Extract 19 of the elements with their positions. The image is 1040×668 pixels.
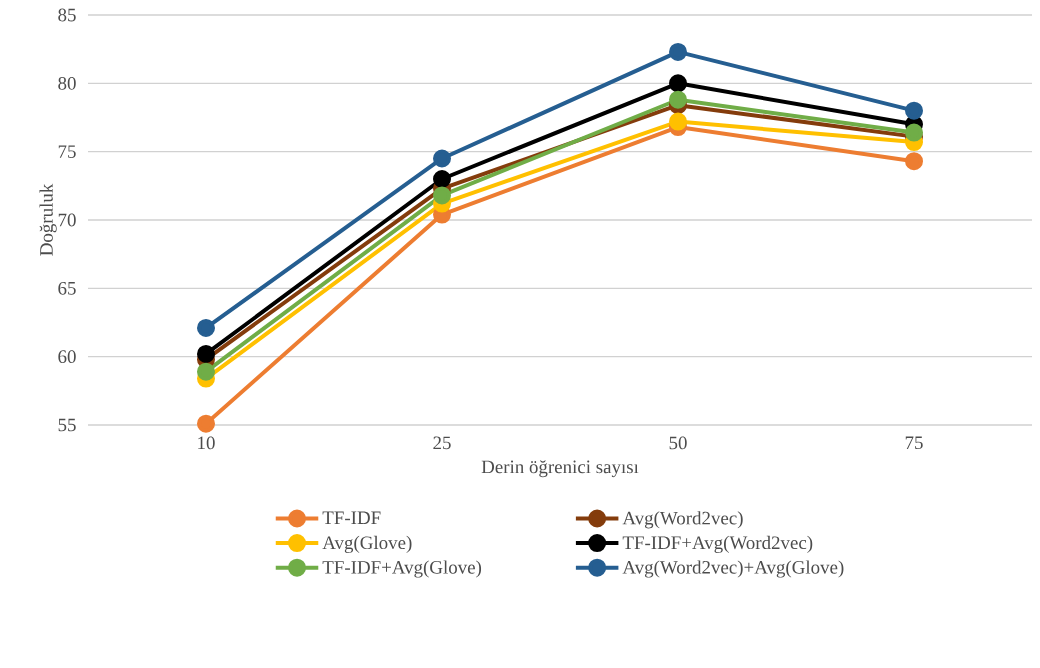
y-tick-label: 80 bbox=[58, 76, 76, 90]
legend-label: TF-IDF+Avg(Word2vec) bbox=[622, 535, 813, 554]
x-tick-label: 50 bbox=[669, 436, 687, 450]
y-tick-label: 65 bbox=[58, 281, 76, 295]
legend-label: Avg(Word2vec)+Avg(Glove) bbox=[622, 560, 844, 578]
x-axis-title: Derin öğrenici sayısı bbox=[481, 460, 639, 478]
x-tick-label: 25 bbox=[433, 436, 451, 450]
y-tick-label: 75 bbox=[58, 145, 76, 158]
y-tick-label: 55 bbox=[58, 418, 76, 432]
y-tick-label: 60 bbox=[58, 350, 76, 364]
legend-label: Avg(Word2vec) bbox=[622, 511, 743, 529]
x-tick-label: 10 bbox=[198, 436, 215, 450]
legend-label: Avg(Glove) bbox=[322, 535, 412, 554]
y-tick-label: 85 bbox=[58, 8, 76, 22]
y-tick-label: 70 bbox=[58, 213, 76, 227]
legend-label: TF-IDF+Avg(Glove) bbox=[322, 560, 482, 578]
legend-label: TF-IDF bbox=[322, 511, 381, 524]
x-tick-label: 75 bbox=[905, 436, 923, 450]
y-axis-title: Doğruluk bbox=[39, 183, 57, 256]
